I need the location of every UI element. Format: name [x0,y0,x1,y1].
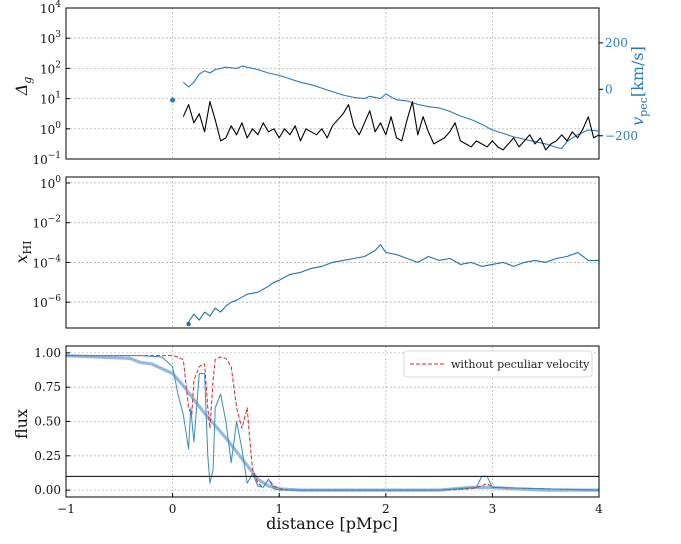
panel1-series [170,65,600,151]
panel-density-velocity: 10−1 100 101 102 103 104 200 0 −200 Δg vpec[km/… [12,0,650,167]
x-tick-label: 1 [275,502,283,516]
legend: without peculiar velocity [403,350,593,378]
legend-entry: without peculiar velocity [451,358,590,371]
panel1-right-ticks: 200 0 −200 [599,36,638,143]
x-axis-label: distance [pMpc] [266,514,398,533]
panel3-tick-label: 0.75 [34,380,61,394]
panel2-tick-label: 10−2 [32,215,61,231]
x-tick-label: 0 [169,502,177,516]
panel1-tick-label: 101 [40,91,61,107]
panel2-series [186,244,599,327]
panel3-tick-label: 0.25 [34,449,61,463]
panel1-frame [65,7,600,160]
xhi-marker [186,321,191,327]
density-marker [170,97,176,103]
panel2-tick-label: 10−6 [32,294,61,310]
legend-box [403,350,593,378]
panel1-tick-label: 102 [40,60,61,76]
panel2-frame [65,176,600,329]
panel1-right-tick-label: −200 [605,129,638,143]
x-tick-label: 2 [382,502,390,516]
panel2-ticks: 100 10−2 10−4 10−6 [32,175,70,310]
x-tick-label: 4 [595,502,603,516]
panel3-tick-label: 0.50 [34,415,61,429]
panel-xhi: 100 10−2 10−4 10−6 xHI [12,175,600,329]
panel1-ylabel-right: vpec[km/s] [628,46,650,126]
panel1-grid [65,8,600,159]
panel1-tick-label: 100 [40,121,61,137]
flux-line [66,355,600,491]
x-tick-label: −1 [57,502,75,516]
panel1-ylabel: Δg [12,77,34,97]
panel1-tick-label: 10−1 [32,151,61,167]
panel2-tick-label: 100 [40,175,61,191]
density-line [182,101,600,151]
panel1-ticks: 10−1 100 101 102 103 104 [32,0,70,167]
panel2-ylabel: xHI [12,241,34,264]
panel1-tick-label: 104 [40,0,61,16]
panel1-right-tick-label: 200 [605,36,628,50]
panel1-right-tick-label: 0 [605,82,613,96]
panel3-xticks: −1 0 1 2 3 4 [57,493,603,516]
xhi-line [188,244,599,323]
panel3-series [65,354,600,492]
panel3-ylabel: flux [12,409,31,439]
panel2-grid [65,177,600,328]
panel3-tick-label: 0.00 [34,483,61,497]
velocity-line [182,65,600,150]
panel2-tick-label: 10−4 [32,254,61,270]
panel1-tick-label: 103 [40,30,61,46]
panel3-ticks: 1.00 0.75 0.50 0.25 0.00 [34,346,70,497]
panel3-tick-label: 1.00 [34,346,61,360]
x-tick-label: 3 [489,502,497,516]
panel-flux: 1.00 0.75 0.50 0.25 0.00 −1 0 1 2 3 4 flux distan… [12,345,603,533]
